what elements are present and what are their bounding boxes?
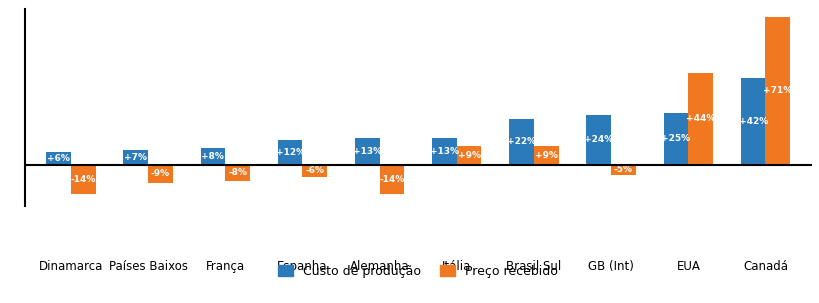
Bar xyxy=(70,165,96,194)
Text: -14%: -14% xyxy=(379,175,404,184)
Text: +71%: +71% xyxy=(762,86,791,95)
Text: +9%: +9% xyxy=(534,151,557,160)
Bar xyxy=(740,78,765,165)
Bar xyxy=(663,113,687,165)
Text: +8%: +8% xyxy=(201,152,224,161)
Text: -8%: -8% xyxy=(228,168,247,177)
Bar xyxy=(225,165,250,181)
Bar xyxy=(509,119,533,165)
Text: +12%: +12% xyxy=(275,148,305,157)
Text: +22%: +22% xyxy=(506,137,536,146)
Bar xyxy=(148,165,173,183)
Bar xyxy=(687,73,713,165)
Text: +44%: +44% xyxy=(686,115,714,123)
Bar xyxy=(432,138,456,165)
Text: +7%: +7% xyxy=(124,153,147,162)
Text: +42%: +42% xyxy=(738,117,767,125)
Bar xyxy=(765,17,790,165)
Bar xyxy=(586,115,610,165)
Bar xyxy=(46,152,70,165)
Bar xyxy=(533,146,558,165)
Text: +9%: +9% xyxy=(457,151,480,160)
Bar xyxy=(610,165,635,175)
Bar xyxy=(456,146,481,165)
Text: -6%: -6% xyxy=(305,166,324,175)
Text: +13%: +13% xyxy=(352,147,382,156)
Text: +25%: +25% xyxy=(661,134,690,143)
Text: +13%: +13% xyxy=(429,147,459,156)
Text: -14%: -14% xyxy=(70,175,96,184)
Bar xyxy=(302,165,327,177)
Bar xyxy=(379,165,404,194)
Text: -9%: -9% xyxy=(151,169,170,178)
Text: +24%: +24% xyxy=(583,135,613,144)
Bar xyxy=(201,148,225,165)
Text: +6%: +6% xyxy=(47,154,70,163)
Text: -5%: -5% xyxy=(613,165,632,174)
Legend: Custo de produção, Preço recebido: Custo de produção, Preço recebido xyxy=(273,259,563,282)
Bar xyxy=(123,150,148,165)
Bar xyxy=(355,138,379,165)
Bar xyxy=(278,140,302,165)
